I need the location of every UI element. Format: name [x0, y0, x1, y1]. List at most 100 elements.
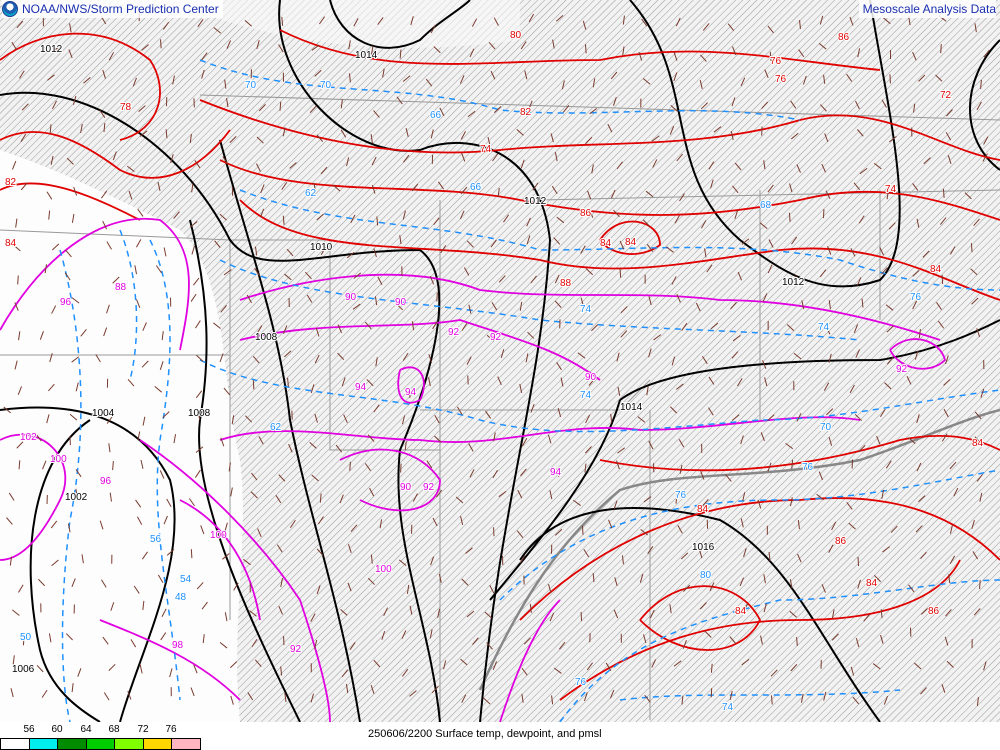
- wind-barb: [768, 239, 774, 248]
- wind-barb: [561, 80, 565, 90]
- wind-barb: [401, 415, 406, 425]
- temperature-label: 74: [885, 184, 897, 195]
- wind-barb: [165, 129, 168, 139]
- wind-barb: [395, 303, 404, 311]
- wind-barb: [214, 240, 221, 248]
- wind-barb: [519, 383, 523, 393]
- wind-barb: [280, 578, 283, 588]
- wind-barb: [455, 496, 464, 504]
- wind-barb: [879, 247, 885, 256]
- legend-swatch: [86, 738, 115, 750]
- wind-barb: [549, 612, 555, 622]
- wind-barb: [855, 638, 860, 647]
- wind-barb: [492, 153, 499, 162]
- wind-barb: [767, 184, 774, 193]
- wind-barb: [528, 100, 533, 110]
- wind-barb: [831, 633, 839, 641]
- wind-barb: [646, 386, 649, 396]
- wind-barb: [819, 15, 824, 25]
- surface-analysis-map: 1014 1012 1012 1010 1008 1008 1004 1002 1006 1014…: [0, 0, 1000, 722]
- wind-barb: [337, 352, 345, 360]
- wind-barb: [493, 432, 496, 442]
- wind-barb: [142, 322, 147, 331]
- wind-barb: [742, 603, 749, 612]
- isobar-label: 1008: [188, 408, 211, 419]
- wind-barb: [369, 487, 375, 497]
- wind-barb: [127, 690, 132, 700]
- wind-barb: [162, 21, 170, 30]
- wind-barb: [350, 214, 356, 224]
- legend-swatch: [114, 738, 144, 750]
- wind-barb: [467, 110, 476, 118]
- wind-barb: [71, 213, 75, 223]
- temperature-label: 86: [838, 32, 850, 43]
- wind-barb: [409, 605, 413, 615]
- header-left: NOAA/NWS/Storm Prediction Center: [2, 0, 223, 18]
- wind-barb: [257, 528, 262, 538]
- wind-barb: [732, 185, 739, 194]
- wind-barb: [730, 131, 734, 141]
- wind-barb: [916, 462, 922, 472]
- wind-barb: [20, 182, 28, 191]
- wind-barb: [50, 155, 54, 165]
- wind-barb: [135, 239, 142, 248]
- wind-barb: [305, 271, 312, 280]
- wind-barb: [786, 324, 795, 331]
- dewpoint-label: 62: [270, 422, 282, 433]
- wind-barb: [383, 607, 389, 617]
- wind-barb: [289, 519, 296, 528]
- dewpoint-label: 74: [722, 702, 734, 713]
- temperature-label: 84: [600, 238, 612, 249]
- wind-barb: [913, 662, 922, 670]
- wind-barb: [162, 411, 170, 419]
- wind-barb: [201, 69, 205, 79]
- wind-barb: [762, 293, 768, 302]
- wind-barb: [620, 330, 628, 338]
- wind-barb: [823, 691, 827, 701]
- wind-barb: [189, 221, 198, 228]
- wind-barb: [859, 167, 868, 175]
- wind-barb: [49, 124, 52, 134]
- wind-barb: [980, 388, 985, 398]
- wind-barb: [333, 184, 341, 192]
- wind-barb: [740, 77, 746, 87]
- wind-barb: [529, 603, 532, 613]
- agency-title[interactable]: NOAA/NWS/Storm Prediction Center: [22, 2, 219, 16]
- wind-barb: [48, 383, 55, 392]
- wind-barb: [583, 549, 590, 558]
- wind-barb: [493, 17, 499, 26]
- wind-barb: [792, 275, 797, 285]
- wind-barb: [516, 530, 524, 539]
- wind-barb: [741, 238, 750, 245]
- temperature-label: 96: [100, 476, 112, 487]
- wind-barb: [249, 610, 257, 617]
- wind-barb: [468, 443, 474, 452]
- dewpoint-label: 76: [675, 490, 687, 501]
- wind-barb: [584, 44, 587, 54]
- wind-barb: [920, 687, 927, 695]
- wind-barb: [695, 302, 701, 312]
- wind-barb: [371, 156, 377, 166]
- wind-barb: [953, 487, 959, 497]
- wind-barb: [698, 549, 703, 559]
- dewpoint-label: 66: [430, 110, 442, 121]
- product-title[interactable]: Mesoscale Analysis Data: [858, 0, 996, 18]
- wind-barb: [466, 240, 474, 248]
- temperature-label: 84: [697, 504, 709, 515]
- wind-barb: [348, 40, 351, 50]
- wind-barb: [947, 155, 952, 165]
- wind-barb: [702, 498, 709, 507]
- wind-barb: [160, 39, 162, 49]
- wind-barb: [622, 15, 625, 25]
- wind-barb: [526, 217, 531, 227]
- wind-barb: [918, 495, 926, 503]
- wind-barb: [790, 497, 793, 507]
- wind-barb: [940, 217, 947, 225]
- wind-barb: [556, 216, 565, 224]
- wind-barb: [71, 578, 76, 587]
- wind-barb: [556, 361, 562, 371]
- wind-barb: [827, 245, 832, 255]
- wind-barb: [195, 320, 201, 329]
- wind-barb: [846, 501, 853, 510]
- wind-barb: [882, 546, 890, 553]
